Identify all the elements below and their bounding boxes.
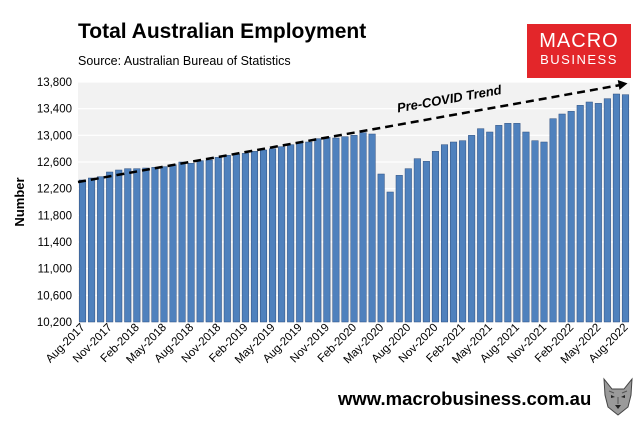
bar xyxy=(468,135,476,323)
bar xyxy=(205,159,213,323)
bar xyxy=(115,169,123,323)
bar xyxy=(386,191,394,323)
chart-source: Source: Australian Bureau of Statistics xyxy=(78,54,291,68)
y-tick-label: 11,400 xyxy=(38,237,72,249)
bar xyxy=(495,125,503,323)
y-tick-label: 13,400 xyxy=(37,104,72,116)
bar xyxy=(250,151,258,323)
bar xyxy=(305,141,313,323)
bar xyxy=(585,101,593,323)
trend-arrowhead xyxy=(617,80,628,90)
bar xyxy=(594,103,602,323)
footer-url: www.macrobusiness.com.au xyxy=(338,388,592,409)
bar xyxy=(97,176,105,323)
bar xyxy=(621,94,629,323)
bar xyxy=(278,146,286,323)
bar xyxy=(422,161,430,323)
y-tick-label: 12,600 xyxy=(37,157,72,169)
bar xyxy=(178,161,186,323)
bar xyxy=(241,153,249,323)
bar xyxy=(477,128,485,323)
bar xyxy=(323,137,331,323)
bar xyxy=(341,136,349,323)
y-axis-label: Number xyxy=(12,177,27,226)
bar xyxy=(269,148,277,323)
bar xyxy=(79,179,87,323)
chart-title: Total Australian Employment xyxy=(78,20,367,43)
bar xyxy=(567,111,575,323)
bar xyxy=(522,131,530,323)
y-tick-label: 12,200 xyxy=(37,184,72,196)
y-tick-label: 11,000 xyxy=(38,264,72,276)
bar xyxy=(459,140,467,323)
bar xyxy=(576,105,584,323)
bar xyxy=(296,143,304,323)
bar xyxy=(350,135,358,323)
bar xyxy=(187,163,195,323)
bar xyxy=(359,132,367,323)
bar xyxy=(413,158,421,323)
trend-line xyxy=(77,83,622,184)
bar xyxy=(151,167,159,323)
logo-line-2: BUSINESS xyxy=(540,52,618,67)
bar xyxy=(332,137,340,323)
bar xyxy=(612,93,620,323)
bar xyxy=(88,177,96,323)
bar xyxy=(513,123,521,323)
bar xyxy=(431,151,439,323)
bar xyxy=(260,149,268,323)
bar xyxy=(314,138,322,323)
bar xyxy=(504,123,512,323)
wolf-icon xyxy=(603,377,633,416)
bar xyxy=(232,153,240,323)
bar xyxy=(214,157,222,323)
bar xyxy=(368,133,376,323)
bar xyxy=(395,175,403,323)
bar xyxy=(486,131,494,323)
y-tick-label: 11,800 xyxy=(38,210,72,222)
bar xyxy=(531,140,539,323)
bar xyxy=(450,141,458,323)
bar xyxy=(549,118,557,323)
macrobusiness-logo: MACRO BUSINESS xyxy=(527,24,631,78)
bar xyxy=(287,144,295,323)
bar xyxy=(377,173,385,323)
bar xyxy=(404,168,412,323)
bar xyxy=(133,168,141,323)
bar xyxy=(142,167,150,323)
bar xyxy=(196,160,204,323)
bar xyxy=(169,164,177,323)
bar xyxy=(440,144,448,323)
bar xyxy=(106,171,114,323)
bar xyxy=(223,155,231,323)
bar xyxy=(160,166,168,323)
y-tick-label: 10,600 xyxy=(37,290,72,302)
logo-line-1: MACRO xyxy=(539,30,619,52)
bar xyxy=(124,168,132,323)
bar xyxy=(540,141,548,323)
bar xyxy=(603,98,611,323)
y-tick-label: 13,800 xyxy=(37,77,72,89)
y-tick-label: 13,000 xyxy=(37,130,72,142)
y-tick-label: 10,200 xyxy=(37,317,72,329)
bar xyxy=(558,113,566,323)
